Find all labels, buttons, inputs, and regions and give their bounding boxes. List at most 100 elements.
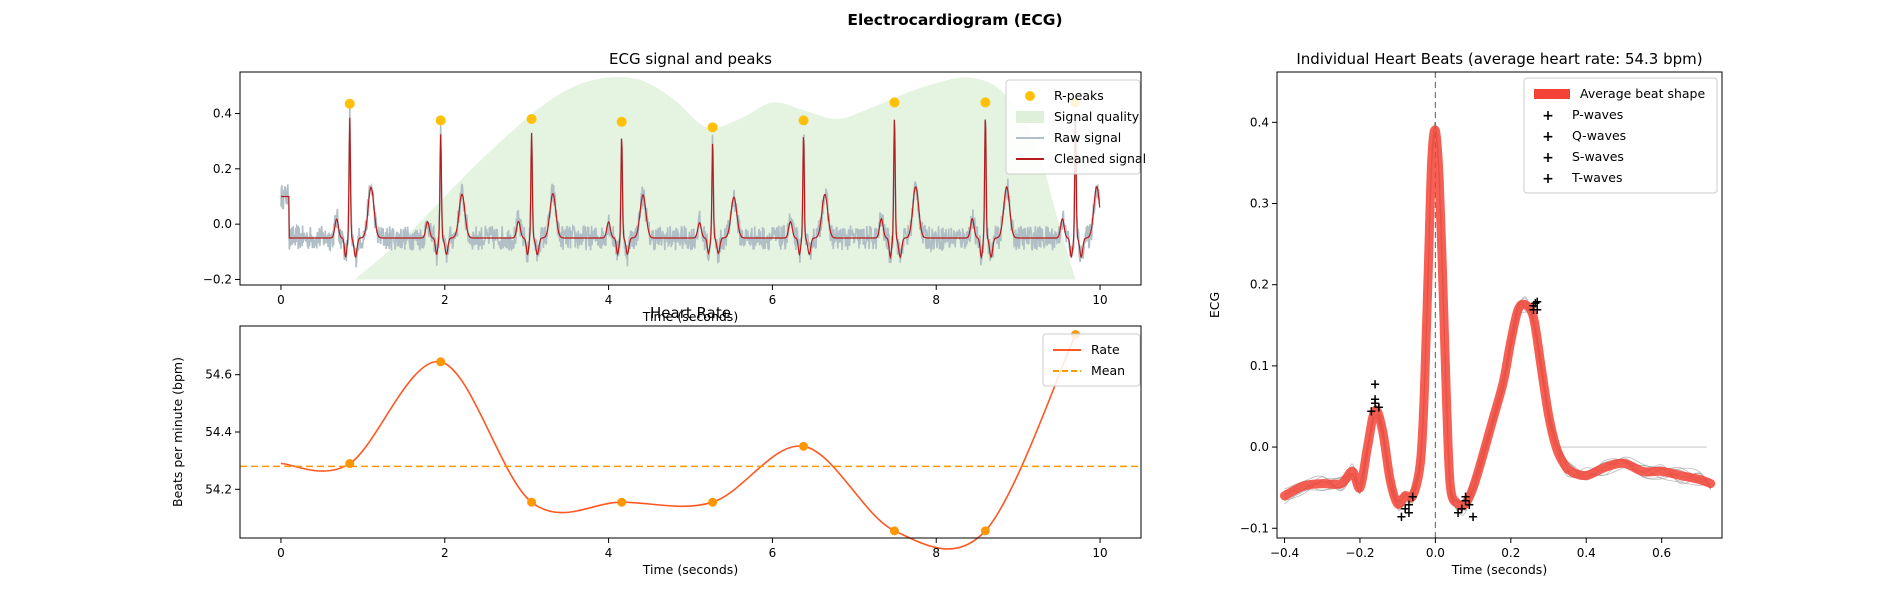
ecg-signal-panel: 0 2 4 6 8 10 −0.2 0.0 0.2 0.4 ECG signal and peaks… [203,50,1146,324]
y-tick-label: 54.4 [205,425,232,439]
q-wave-marker: + [1407,490,1418,505]
y-axis-label: Beats per minute (bpm) [170,357,185,507]
x-tick-label: 0.6 [1652,546,1671,560]
x-tick-label: 6 [769,293,777,307]
legend-label: P-waves [1572,107,1623,122]
r-peak-marker [889,97,900,108]
x-tick-label: −0.2 [1345,546,1374,560]
signal-quality-area [354,77,1076,280]
legend-box [1005,79,1141,175]
x-tick-label: −0.4 [1270,546,1299,560]
q-wave-marker: + [1396,510,1407,525]
legend-label: Cleaned signal [1054,151,1146,166]
x-axis-label: Time (seconds) [642,309,738,324]
legend-label: Raw signal [1054,130,1121,145]
x-tick-label: 0 [277,293,285,307]
r-peak-marker [980,97,991,108]
legend-label: S-waves [1572,149,1624,164]
y-tick-label: 0.0 [1250,440,1269,454]
r-peak-marker [435,115,446,126]
legend-swatch: + [1542,108,1554,124]
y-tick-label: −0.1 [1240,521,1269,535]
y-tick-label: 0.2 [213,162,232,176]
axes-frame [239,325,1142,539]
legend-swatch [1016,111,1044,123]
x-tick-label: 10 [1092,546,1107,560]
x-tick-label: 0.0 [1426,546,1445,560]
r-peak-marker [616,116,627,127]
y-axis-label: ECG [1207,292,1222,318]
legend-label: Signal quality [1054,109,1140,124]
axes-frame [239,71,1142,286]
rate-line [280,334,1077,550]
raw-signal-line [280,107,1101,268]
legend-box [1523,77,1718,194]
legend-label: Mean [1091,363,1125,378]
x-tick-label: 4 [605,293,613,307]
x-tick-label: 6 [769,546,777,560]
y-tick-label: 54.6 [205,368,232,382]
x-tick-label: 8 [932,293,940,307]
rate-point-marker [980,526,990,536]
t-wave-marker: + [1528,299,1539,314]
q-wave-marker: + [1404,498,1415,513]
s-wave-marker: + [1464,498,1475,513]
legend-swatch: + [1542,129,1554,145]
r-peak-marker [798,115,809,126]
p-wave-marker: + [1373,400,1384,415]
q-wave-marker: + [1400,502,1411,517]
rate-point-marker [436,357,446,367]
y-tick-label: 0.1 [1250,359,1269,373]
x-axis-label: Time (seconds) [1451,562,1547,577]
legend-label: Rate [1091,342,1120,357]
p-wave-marker: + [1373,400,1384,415]
x-tick-label: 0 [277,546,285,560]
legend-label: Q-waves [1572,128,1626,143]
r-peak-marker [707,122,718,133]
rate-point-marker [617,497,627,507]
x-tick-label: 0.2 [1501,546,1520,560]
legend-label: R-peaks [1054,88,1104,103]
x-tick-label: 10 [1092,293,1107,307]
legend-label: T-waves [1571,170,1622,185]
cleaned-signal-line [281,117,1101,260]
legend-swatch [1025,91,1035,101]
x-tick-label: 2 [441,293,449,307]
p-wave-marker: + [1366,405,1377,420]
p-wave-marker: + [1370,392,1381,407]
s-wave-marker: + [1456,502,1467,517]
figure-title: Electrocardiogram (ECG) [847,11,1062,29]
heart-beats-panel: +++++++++++ +++++++++++−0.4 −0.2 0.0 0.2 0.4 0… [1207,50,1723,577]
x-tick-label: 8 [932,546,940,560]
y-tick-label: 54.2 [205,482,232,496]
y-tick-label: 0.2 [1250,278,1269,292]
t-wave-marker: + [1528,303,1539,318]
x-tick-label: 0.4 [1577,546,1596,560]
rate-point-marker [708,497,718,507]
p-wave-marker: + [1370,396,1381,411]
y-tick-label: −0.2 [203,272,232,286]
s-wave-marker: + [1460,490,1471,505]
t-wave-marker: + [1532,295,1543,310]
rate-point-marker [889,526,899,536]
s-wave-marker: + [1453,506,1464,521]
legend-label: Average beat shape [1580,86,1705,101]
y-tick-label: 0.4 [213,106,232,120]
q-wave-marker: + [1404,506,1415,521]
x-axis-label: Time (seconds) [642,562,738,577]
subplot-title: Heart Rate [650,304,731,322]
legend-box [1042,333,1141,387]
legend-swatch: + [1542,150,1554,166]
average-beat-line [1280,125,1716,511]
y-tick-label: 0.3 [1250,197,1269,211]
y-tick-label: 0.4 [1250,115,1269,129]
t-wave-marker: + [1530,297,1541,312]
r-peak-marker [526,114,537,125]
y-tick-label: 0.0 [213,217,232,231]
s-wave-marker: + [1460,494,1471,509]
subplot-title: Individual Heart Beats (average heart ra… [1296,50,1702,68]
rate-point-marker [527,497,537,507]
x-tick-label: 2 [441,546,449,560]
